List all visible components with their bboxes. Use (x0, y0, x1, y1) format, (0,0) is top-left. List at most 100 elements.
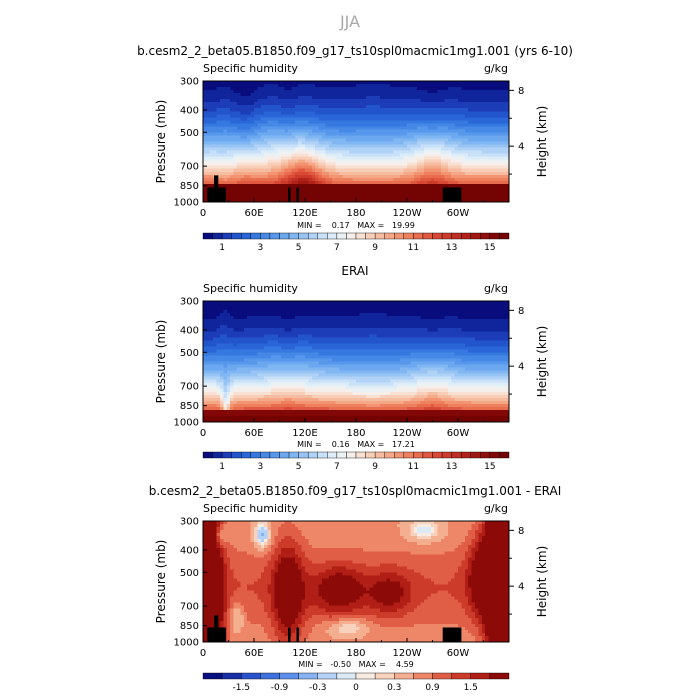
field-cell (464, 84, 469, 88)
field-cell (260, 150, 265, 155)
field-cell (325, 99, 330, 103)
field-cell (403, 99, 408, 103)
field-cell (454, 180, 459, 185)
field-cell (206, 117, 211, 121)
field-cell (284, 322, 289, 326)
field-cell (437, 174, 442, 179)
field-cell (294, 141, 299, 146)
field-cell (373, 81, 377, 85)
field-cell (213, 406, 217, 411)
field-cell (288, 310, 292, 314)
field-cell (203, 388, 207, 393)
field-cell (342, 114, 347, 118)
field-cell (400, 108, 404, 112)
field-cell (305, 361, 309, 366)
field-cell (413, 168, 418, 173)
field-cell (274, 400, 279, 405)
field-cell (274, 177, 279, 182)
field-cell (281, 192, 285, 197)
field-cell (220, 391, 224, 396)
field-cell (254, 379, 258, 384)
field-cell (247, 111, 251, 115)
field-cell (393, 87, 398, 91)
field-cell (274, 349, 279, 353)
field-cell (243, 355, 248, 359)
field-cell (301, 394, 306, 399)
field-cell (213, 153, 217, 158)
field-cell (349, 111, 353, 115)
field-cell (288, 355, 292, 359)
field-cell (356, 168, 360, 173)
field-cell (254, 409, 258, 414)
field-cell (454, 87, 459, 91)
field-cell (281, 304, 285, 308)
field-cell (247, 337, 251, 341)
field-cell (400, 147, 404, 152)
field-cell (243, 114, 248, 118)
field-cell (203, 412, 207, 417)
field-cell (376, 111, 381, 115)
field-cell (325, 102, 330, 106)
field-cell (478, 90, 483, 94)
field-cell (366, 147, 370, 152)
field-cell (362, 87, 367, 91)
field-cell (288, 415, 292, 420)
field-cell (274, 340, 279, 344)
field-cell (308, 132, 313, 136)
field-cell (281, 340, 285, 344)
field-cell (485, 87, 489, 91)
field-cell (230, 403, 234, 408)
field-cell (274, 168, 279, 173)
field-cell (267, 367, 272, 372)
field-cell (328, 168, 333, 173)
field-cell (209, 174, 214, 179)
field-cell (318, 183, 323, 188)
field-cell (264, 331, 268, 335)
field-cell (298, 352, 302, 356)
field-cell (216, 87, 221, 91)
field-cell (444, 135, 449, 139)
colorbar-swatch (432, 232, 443, 240)
field-cell (243, 150, 248, 155)
field-cell (271, 180, 275, 185)
field-cell (220, 349, 224, 353)
field-cell (243, 403, 248, 408)
field-cell (403, 90, 408, 94)
field-cell (420, 147, 425, 152)
field-cell (243, 352, 248, 356)
field-cell (390, 165, 394, 170)
field-cell (206, 355, 211, 359)
field-cell (206, 165, 211, 170)
field-cell (352, 195, 357, 200)
field-cell (403, 102, 408, 106)
field-cell (328, 147, 333, 152)
field-cell (461, 171, 466, 176)
field-cell (226, 403, 231, 408)
field-cell (318, 84, 323, 88)
colorbar-swatch (394, 232, 405, 240)
field-cell (420, 120, 425, 124)
field-cell (315, 126, 319, 130)
field-cell (298, 159, 302, 164)
field-cell (451, 135, 455, 139)
field-cell (383, 165, 387, 170)
field-cell (488, 147, 493, 152)
field-cell (328, 90, 333, 94)
field-cell (441, 120, 445, 124)
field-cell (281, 120, 285, 124)
field-cell (260, 331, 265, 335)
field-cell (468, 99, 472, 103)
field-cell (451, 96, 455, 100)
field-cell (284, 364, 289, 369)
field-cell (342, 153, 347, 158)
field-cell (233, 198, 238, 202)
field-cell (366, 96, 370, 100)
field-cell (366, 171, 370, 176)
field-cell (447, 114, 452, 118)
panel-title: b.cesm2_2_beta05.B1850.f09_g17_ts10spl0m… (137, 44, 573, 58)
field-cell (203, 301, 207, 305)
field-cell (250, 81, 255, 85)
field-cell (339, 111, 343, 115)
field-cell (393, 159, 398, 164)
field-cell (291, 418, 296, 422)
